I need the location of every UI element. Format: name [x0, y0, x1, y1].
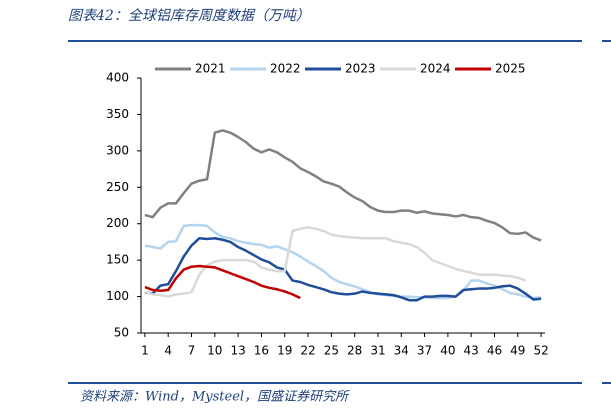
- y-tick-label: 300: [106, 143, 129, 157]
- x-tick-label: 49: [510, 344, 525, 358]
- y-tick-label: 150: [106, 253, 129, 267]
- x-tick-label: 34: [394, 344, 409, 358]
- x-tick-label: 28: [347, 344, 362, 358]
- y-tick-label: 250: [106, 180, 129, 194]
- series-line: [144, 129, 542, 242]
- x-tick-label: 19: [277, 344, 292, 358]
- series-line: [144, 226, 527, 298]
- x-tick-label: 40: [440, 344, 455, 358]
- x-tick-label: 16: [254, 344, 269, 358]
- legend-label: 2025: [495, 62, 526, 76]
- x-tick-label: 13: [230, 344, 245, 358]
- x-tick-label: 52: [533, 344, 548, 358]
- series-line: [144, 264, 301, 300]
- x-tick-label: 7: [188, 344, 196, 358]
- x-tick-label: 25: [324, 344, 339, 358]
- x-tick-label: 22: [300, 344, 315, 358]
- series-line: [144, 223, 542, 300]
- x-tick-label: 37: [417, 344, 432, 358]
- legend-label: 2022: [270, 62, 301, 76]
- legend-label: 2021: [195, 62, 226, 76]
- x-tick-label: 10: [207, 344, 222, 358]
- legend-label: 2024: [420, 62, 451, 76]
- x-tick-label: 4: [164, 344, 172, 358]
- chart-title: 图表42：全球铝库存周度数据（万吨）: [68, 8, 310, 24]
- series-line: [144, 237, 542, 302]
- legend-label: 2023: [345, 62, 376, 76]
- y-tick-label: 50: [114, 326, 129, 340]
- y-tick-label: 100: [106, 289, 129, 303]
- x-tick-label: 31: [370, 344, 385, 358]
- y-tick-label: 400: [106, 71, 129, 85]
- y-tick-label: 350: [106, 107, 129, 121]
- source-note: 资料来源：Wind，Mysteel，国盛证券研究所: [80, 389, 350, 405]
- x-tick-label: 43: [464, 344, 479, 358]
- x-tick-label: 1: [141, 344, 149, 358]
- y-tick-label: 200: [106, 216, 129, 230]
- x-tick-label: 46: [487, 344, 502, 358]
